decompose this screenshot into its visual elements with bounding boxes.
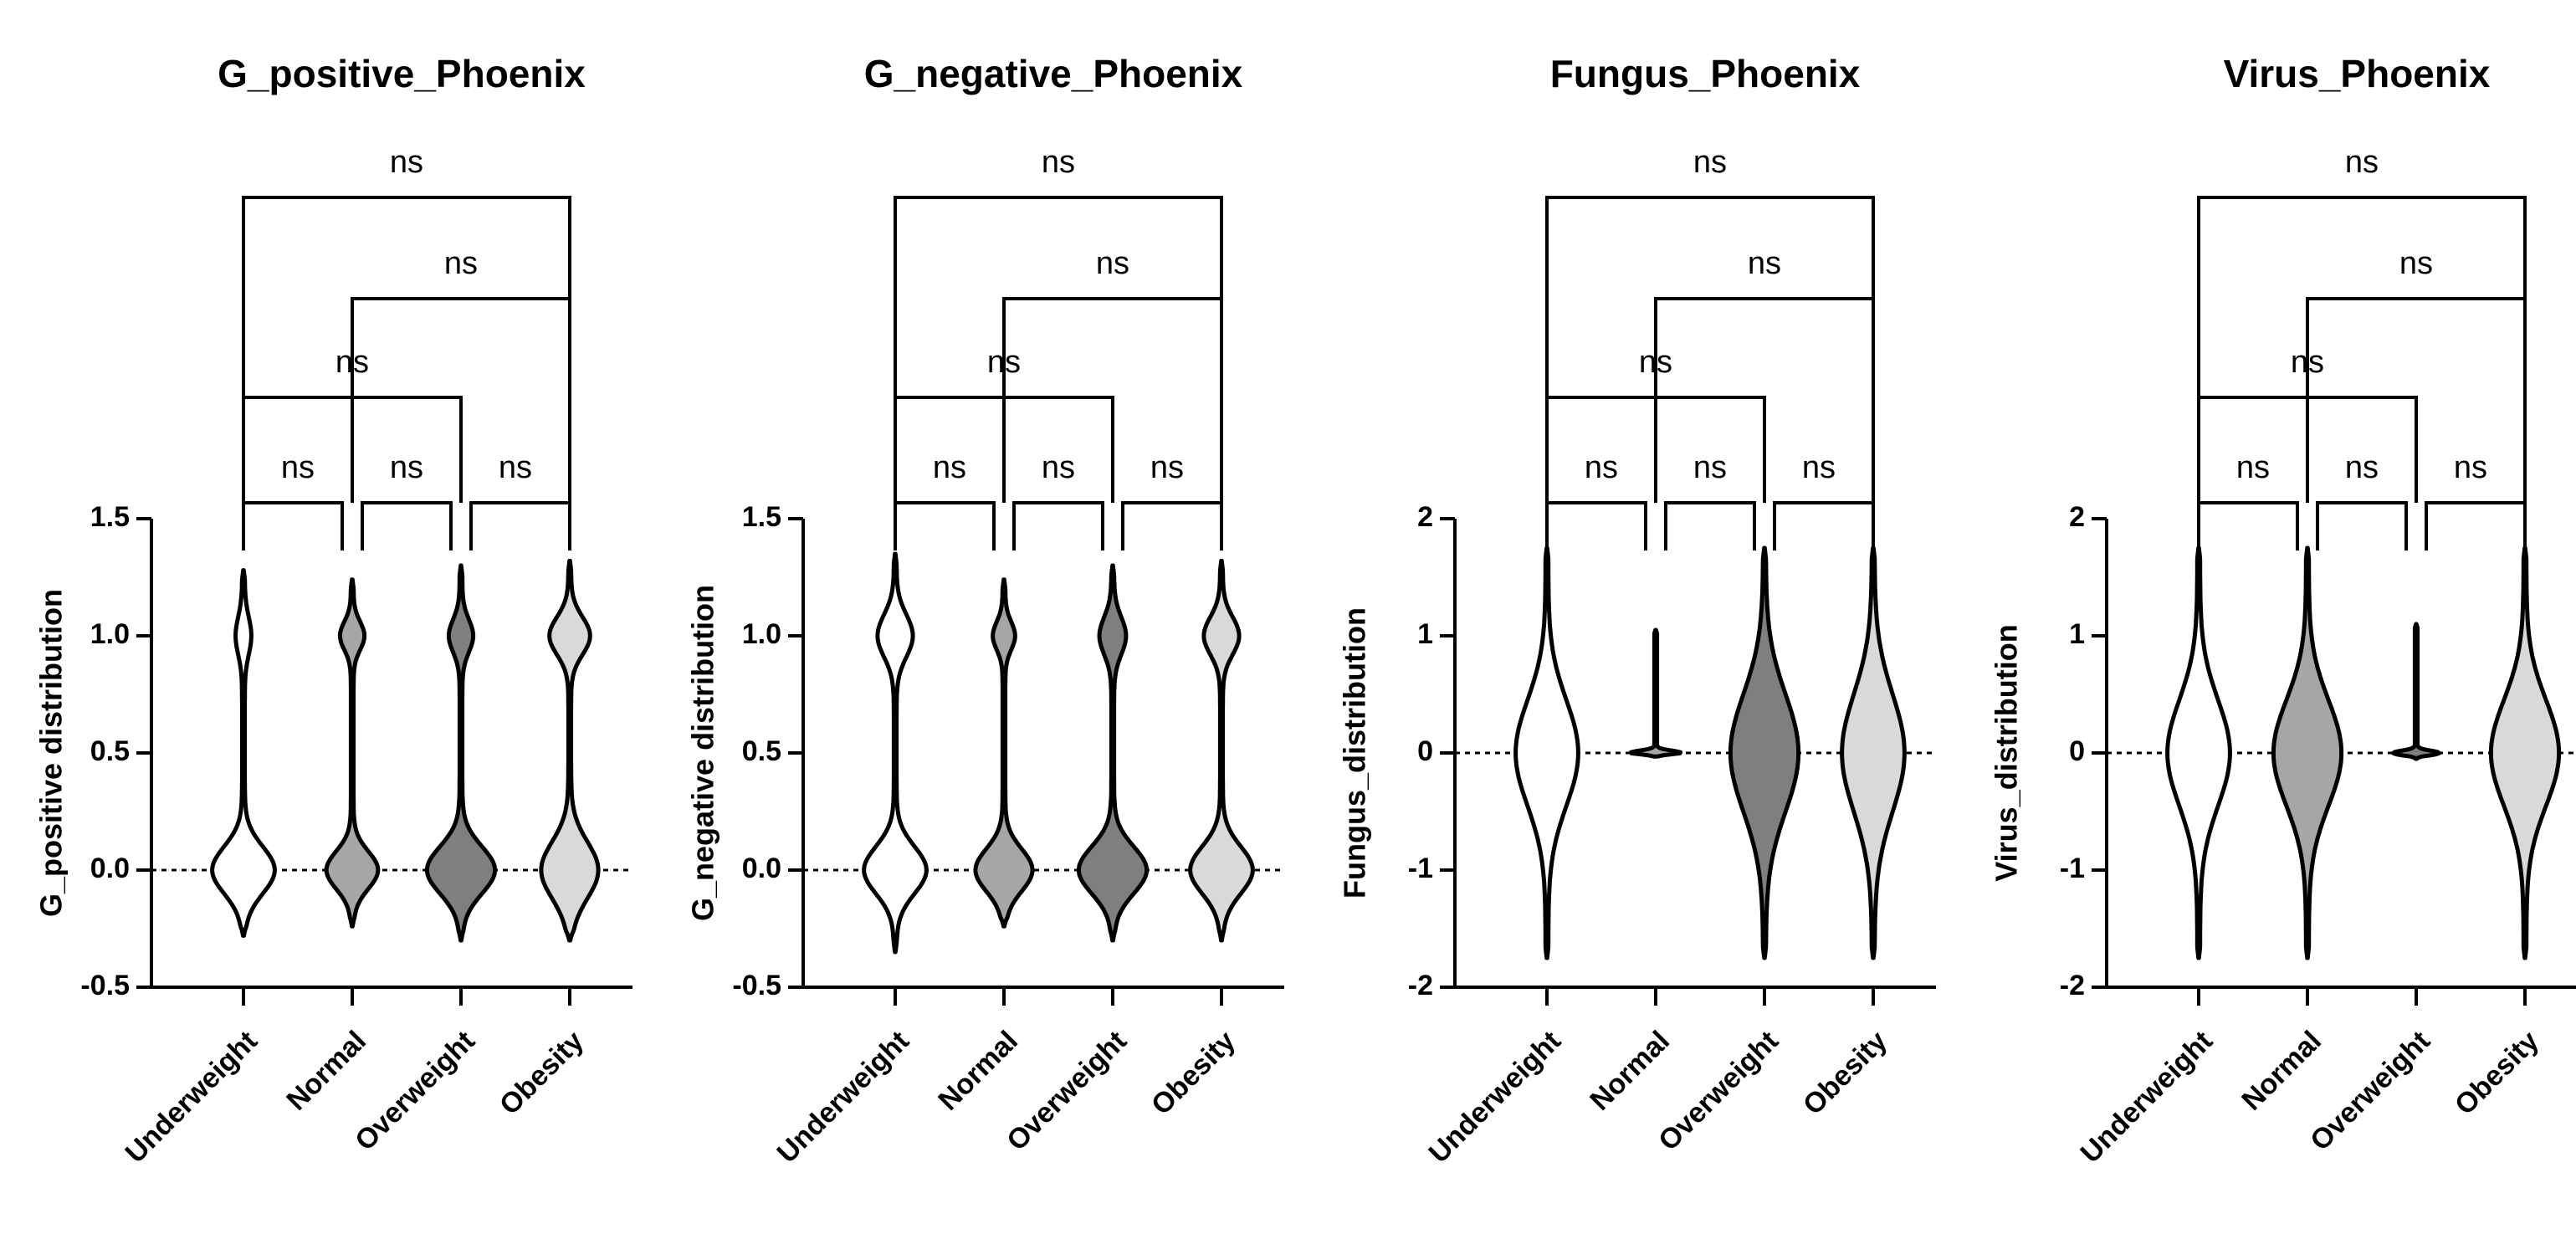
x-tick-label: Underweight (120, 1025, 264, 1169)
significance-label: ns (1693, 145, 1727, 180)
y-axis-label: Fungus_distribution (1338, 607, 1372, 899)
violin (1840, 545, 1907, 960)
y-tick-label: 1.0 (90, 618, 130, 650)
significance-label: ns (2236, 450, 2270, 485)
violin (210, 568, 277, 938)
significance-bracket (894, 196, 1223, 397)
x-tick-label: Normal (1584, 1025, 1676, 1117)
significance-label: ns (2345, 450, 2379, 485)
x-tick-label: Obesity (2449, 1025, 2545, 1121)
y-tick-label: 1.5 (742, 501, 781, 533)
significance-label: ns (1802, 450, 1836, 485)
violin (539, 558, 601, 943)
x-tick-label: Normal (2235, 1025, 2328, 1117)
y-axis-label: G_positive distribution (34, 589, 69, 917)
significance-bracket (242, 196, 571, 397)
significance-bracket (1012, 501, 1104, 550)
significance-bracket (2197, 196, 2527, 397)
y-axis-label: G_negative distribution (686, 585, 720, 921)
x-tick-label: Normal (932, 1025, 1024, 1117)
violin (324, 577, 381, 929)
violin (2488, 545, 2562, 960)
violin (1077, 563, 1149, 943)
significance-label: ns (1096, 246, 1129, 281)
significance-bracket (2197, 501, 2299, 550)
significance-bracket (469, 501, 571, 550)
y-tick-label: 1.5 (90, 501, 130, 533)
significance-label: ns (2454, 450, 2487, 485)
y-tick-label: -1 (2060, 853, 2085, 884)
x-tick-label: Underweight (771, 1025, 915, 1169)
y-tick-label: 0.0 (742, 853, 781, 884)
significance-label: ns (281, 450, 315, 485)
y-tick-label: 0.5 (90, 735, 130, 767)
y-tick-label: 1 (1417, 618, 1433, 650)
significance-label: ns (1585, 450, 1618, 485)
y-tick-label: 2 (2069, 501, 2085, 533)
significance-bracket (361, 501, 453, 550)
y-tick-label: 0.0 (90, 853, 130, 884)
y-tick-label: -2 (2060, 970, 2085, 1001)
chart-title: Fungus_Phoenix (1550, 52, 1861, 95)
chart-title: Virus_Phoenix (2224, 52, 2491, 95)
y-tick-label: -2 (1408, 970, 1433, 1001)
violin (862, 551, 929, 955)
violin (1513, 545, 1580, 960)
violin (2271, 545, 2344, 960)
x-tick-label: Obesity (494, 1025, 590, 1121)
significance-bracket (894, 501, 996, 550)
x-tick-label: Normal (280, 1025, 372, 1117)
y-tick-label: -0.5 (80, 970, 130, 1001)
significance-label: ns (1693, 450, 1727, 485)
significance-bracket (1664, 501, 1756, 550)
violin (2165, 545, 2232, 960)
violin (1188, 558, 1255, 943)
significance-label: ns (444, 246, 478, 281)
violin (425, 563, 497, 943)
x-tick-label: Underweight (1423, 1025, 1567, 1169)
y-tick-label: 0.5 (742, 735, 781, 767)
y-axis-label: Virus_distribution (1990, 624, 2024, 881)
significance-bracket (242, 501, 344, 550)
significance-bracket (2425, 501, 2527, 550)
y-tick-label: 0 (1417, 735, 1433, 767)
x-tick-label: Obesity (1145, 1025, 1242, 1121)
y-tick-label: 2 (1417, 501, 1433, 533)
y-tick-label: -1 (1408, 853, 1433, 884)
significance-label: ns (390, 450, 423, 485)
significance-bracket (1545, 196, 1875, 397)
chart-title: G_positive_Phoenix (218, 52, 586, 95)
significance-label: ns (2399, 246, 2433, 281)
y-tick-label: 1 (2069, 618, 2085, 650)
significance-label: ns (2345, 145, 2379, 180)
significance-bracket (1002, 297, 1223, 503)
y-tick-label: -0.5 (732, 970, 781, 1001)
violin (1728, 545, 1801, 960)
x-tick-label: Obesity (1797, 1025, 1893, 1121)
significance-label: ns (1042, 450, 1075, 485)
significance-label: ns (390, 145, 423, 180)
significance-bracket (2306, 297, 2527, 503)
significance-label: ns (1042, 145, 1075, 180)
significance-bracket (1545, 501, 1647, 550)
y-tick-label: 1.0 (742, 618, 781, 650)
violin (973, 577, 1035, 929)
chart-title: G_negative_Phoenix (864, 52, 1243, 95)
significance-label: ns (1150, 450, 1184, 485)
significance-bracket (351, 297, 571, 503)
significance-bracket (1654, 297, 1875, 503)
significance-bracket (2316, 501, 2408, 550)
significance-bracket (1121, 501, 1223, 550)
y-tick-label: 0 (2069, 735, 2085, 767)
x-tick-label: Underweight (2075, 1025, 2219, 1169)
violin (1628, 627, 1683, 759)
significance-label: ns (1748, 246, 1781, 281)
significance-label: ns (933, 450, 966, 485)
significance-bracket (1773, 501, 1875, 550)
significance-label: ns (499, 450, 532, 485)
violin (2391, 622, 2441, 761)
